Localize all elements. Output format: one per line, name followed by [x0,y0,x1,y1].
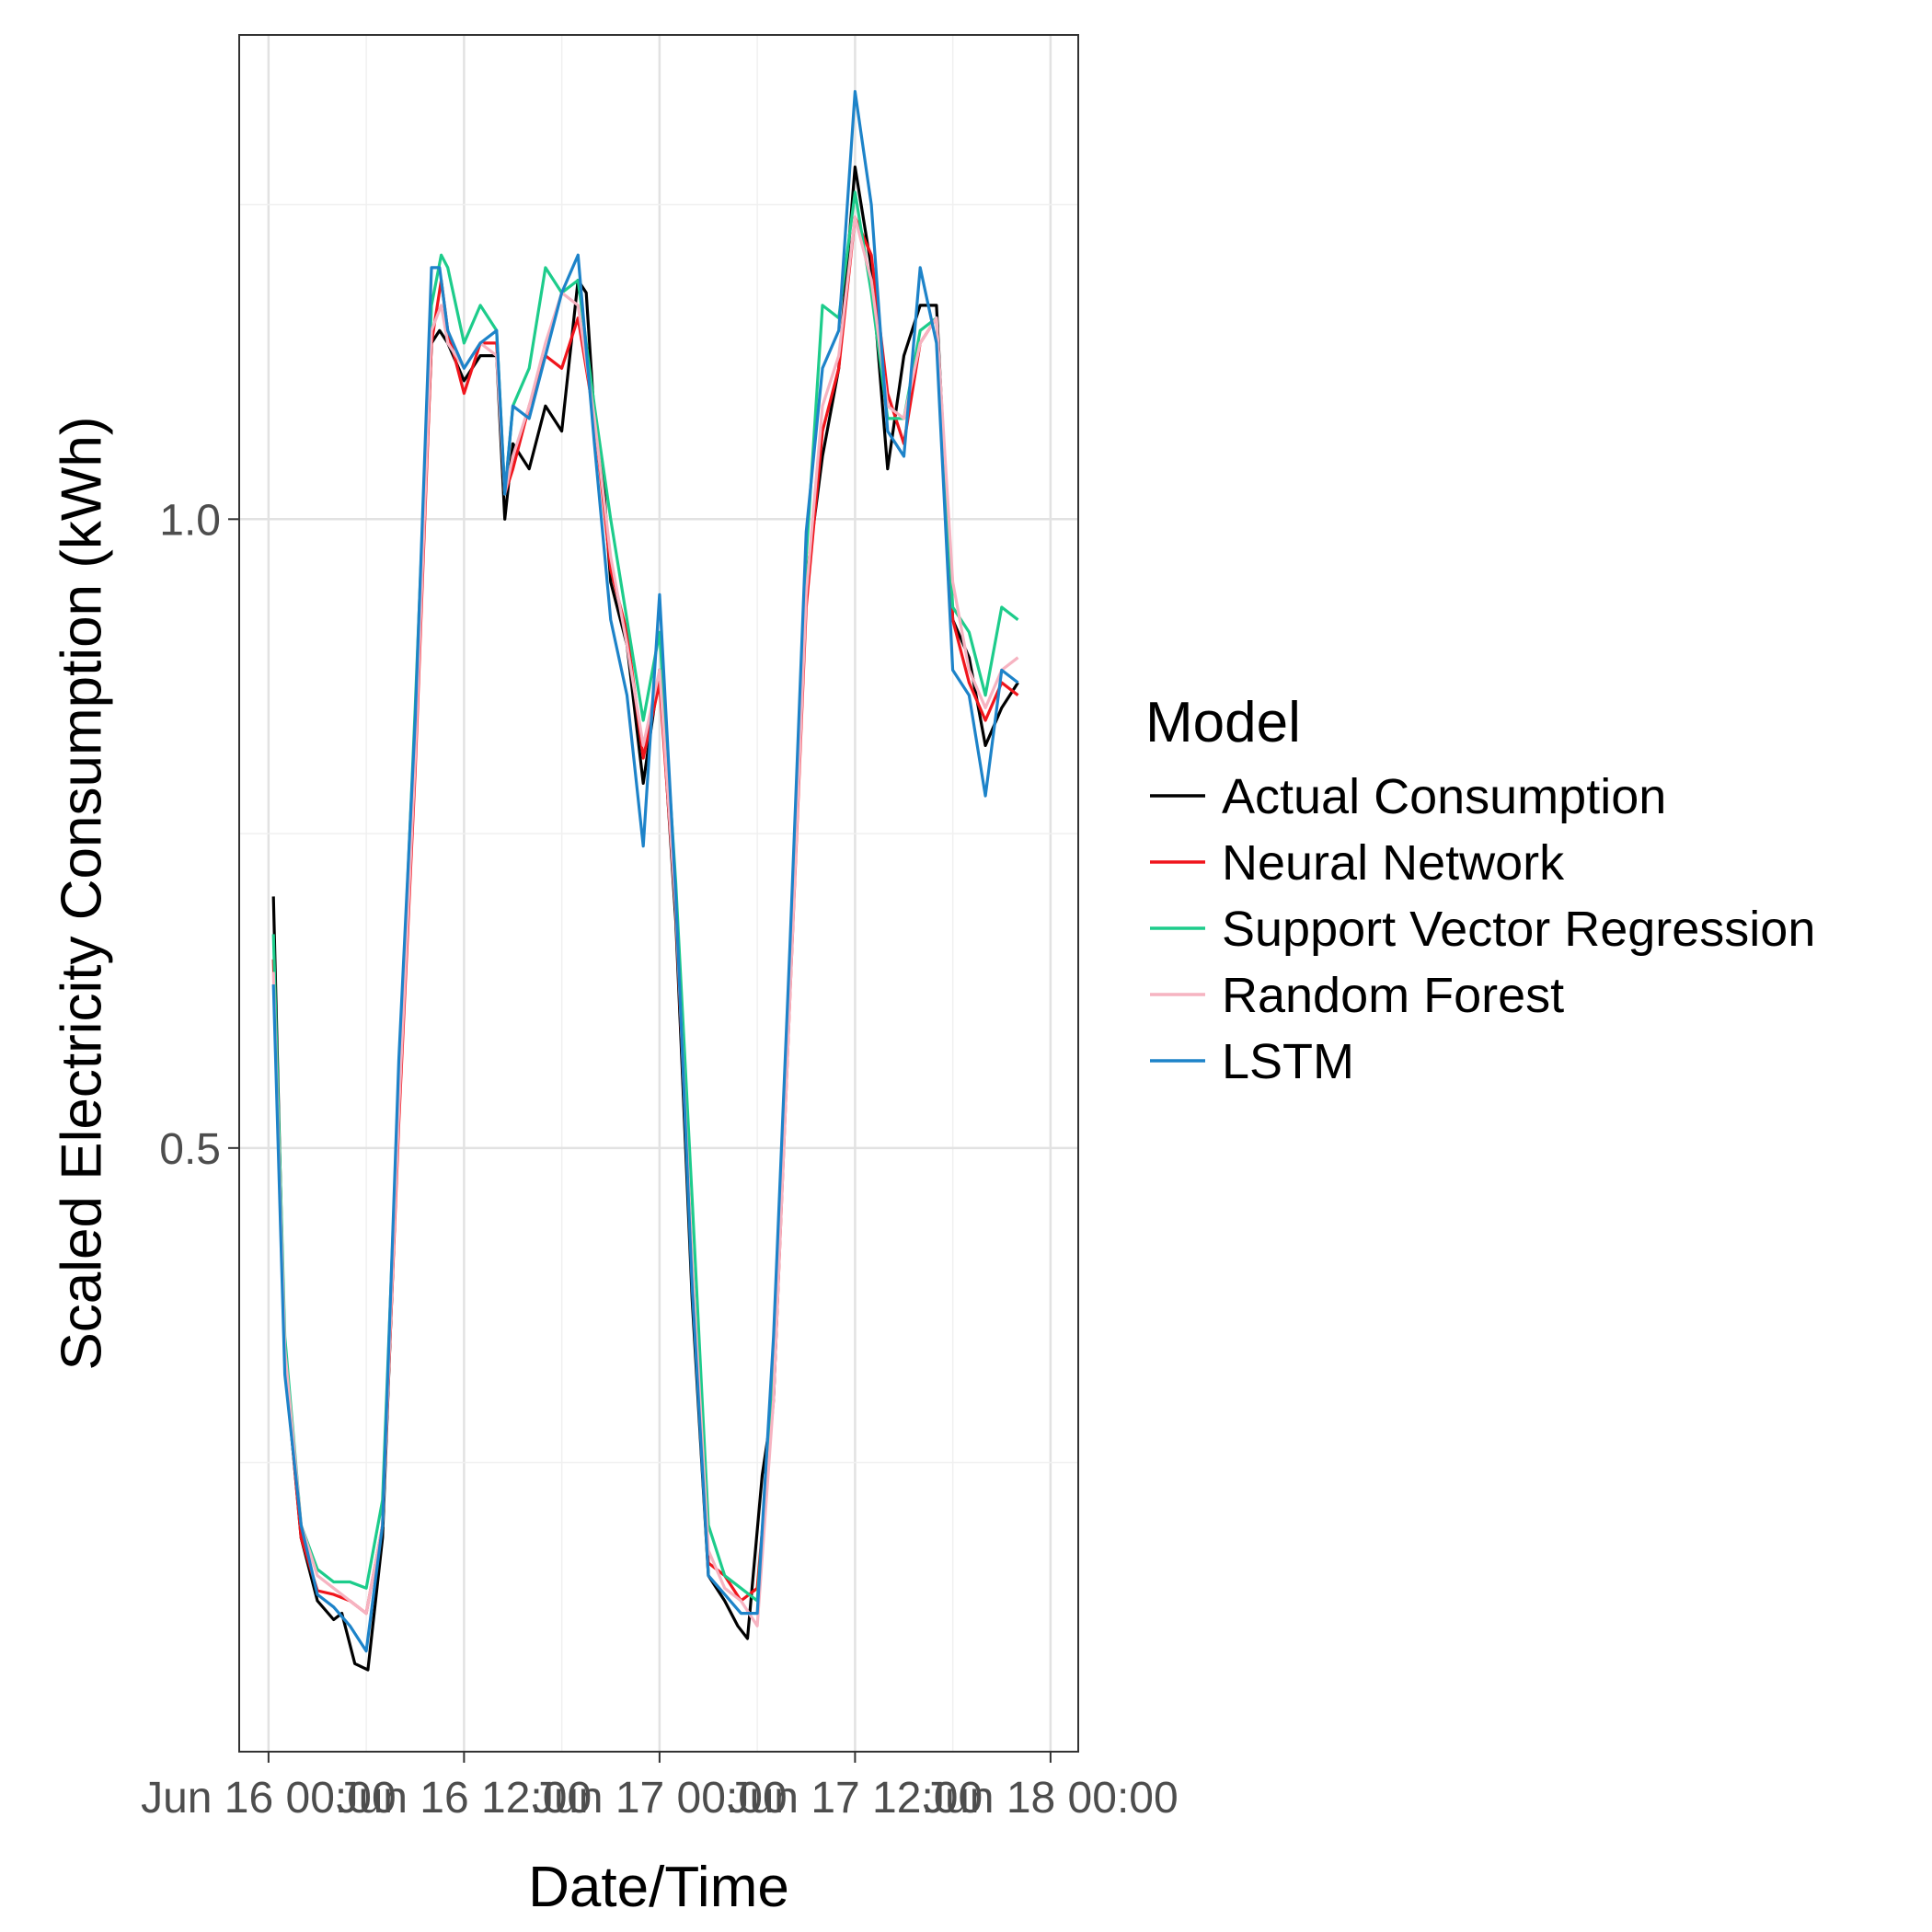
series-line-random-forest [271,215,1019,1627]
legend-label: Neural Network [1222,835,1565,891]
grid-lines [239,35,1078,1752]
x-tick-label: Jun 16 12:00 [337,1774,592,1823]
series-lines [271,89,1019,1672]
x-tick-label: Jun 18 00:00 [923,1774,1179,1823]
y-tick-label: 1.0 [159,496,221,545]
legend-items: Actual Consumption Neural Network Support … [1150,769,1815,1089]
legend-label: LSTM [1222,1034,1354,1089]
legend-label: Random Forest [1222,968,1564,1023]
x-tick-label: Jun 16 00:00 [141,1774,397,1823]
x-tick-label: Jun 17 00:00 [532,1774,788,1823]
legend-title: Model [1145,691,1301,754]
legend-label: Actual Consumption [1222,769,1666,824]
legend-label: Support Vector Regression [1222,902,1815,957]
series-line-lstm [271,89,1019,1653]
x-tick-label: Jun 17 12:00 [728,1774,983,1823]
y-tick-label: 0.5 [159,1125,221,1174]
y-axis-title: Scaled Electricity Consumption (kWh) [51,416,114,1370]
y-axis: 0.5 1.0 [159,496,239,1174]
x-axis-title: Date/Time [528,1856,789,1919]
legend: Model Actual Consumption Neural Network Su… [1145,691,1815,1089]
